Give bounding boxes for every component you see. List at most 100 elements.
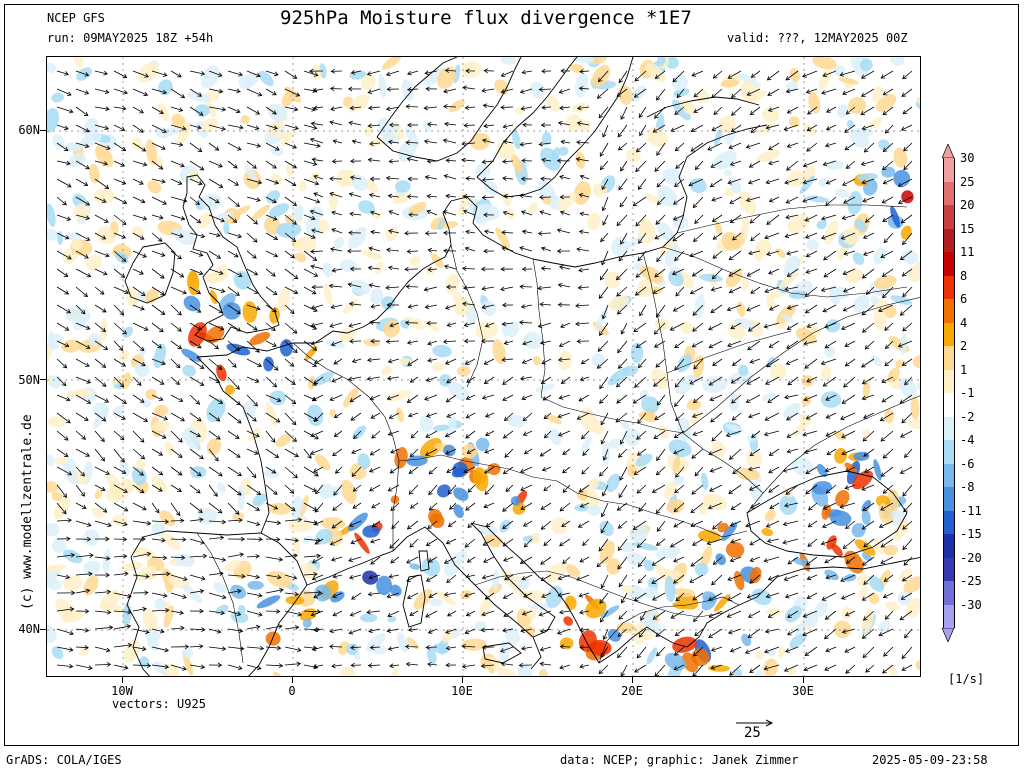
divergence-patch xyxy=(63,575,83,592)
wind-arrow-head xyxy=(409,611,415,616)
wind-arrow xyxy=(727,340,742,347)
wind-arrow xyxy=(56,664,73,667)
wind-arrow-head xyxy=(863,452,868,457)
wind-arrow xyxy=(841,394,856,404)
wind-arrow xyxy=(617,646,628,658)
wind-arrow-head xyxy=(463,468,468,474)
wind-arrow xyxy=(540,646,552,651)
divergence-patch xyxy=(883,305,897,319)
wind-arrow-head xyxy=(84,645,89,650)
wind-arrow xyxy=(94,448,105,462)
wind-arrow xyxy=(804,358,818,369)
wind-arrow xyxy=(189,394,200,405)
colorbar-swatch xyxy=(943,181,955,205)
divergence-patch xyxy=(152,661,168,675)
wind-arrow-head xyxy=(540,379,546,384)
wind-arrow xyxy=(94,178,109,189)
wind-arrow xyxy=(481,628,495,631)
wind-arrow-head xyxy=(522,340,527,346)
wind-arrow-head xyxy=(880,543,886,548)
wind-arrow-head xyxy=(157,344,162,349)
wind-arrow xyxy=(170,214,185,220)
wind-arrow-head xyxy=(902,545,907,551)
wind-arrow xyxy=(862,376,875,385)
wind-arrow xyxy=(246,574,260,578)
divergence-patch xyxy=(507,414,526,428)
wind-arrow-head xyxy=(84,608,90,614)
wind-arrow xyxy=(621,322,628,335)
wind-arrow-head xyxy=(652,596,657,601)
wind-arrow xyxy=(841,592,856,600)
wind-arrow-head xyxy=(620,598,626,604)
wind-arrow xyxy=(246,142,261,147)
wind-arrow-head xyxy=(425,644,430,650)
wind-arrow-head xyxy=(731,235,737,241)
wind-arrow-head xyxy=(386,247,391,253)
divergence-patch xyxy=(818,66,832,91)
divergence-patch xyxy=(472,206,491,225)
wind-arrow-head xyxy=(142,162,148,167)
wind-arrow-head xyxy=(353,434,358,440)
wind-arrow-head xyxy=(106,589,112,595)
wind-arrow xyxy=(246,448,259,455)
divergence-patch xyxy=(105,483,130,503)
wind-arrow xyxy=(465,430,476,439)
wind-arrow xyxy=(56,124,69,130)
wind-arrow xyxy=(113,394,127,404)
wind-arrow xyxy=(227,142,242,151)
divergence-patch xyxy=(741,216,750,240)
wind-arrow-head xyxy=(106,662,112,667)
wind-arrow-head xyxy=(559,210,565,216)
divergence-patch xyxy=(492,339,506,365)
wind-arrow-head xyxy=(67,255,72,260)
wind-arrow xyxy=(284,574,297,579)
wind-arrow-head xyxy=(652,615,658,620)
wind-arrow-head xyxy=(426,158,432,164)
divergence-patch xyxy=(358,200,375,214)
wind-arrow xyxy=(428,268,438,271)
wind-arrow xyxy=(368,159,381,162)
lon-label-0: 0 xyxy=(288,684,296,698)
wind-arrow xyxy=(132,160,147,166)
divergence-patch xyxy=(147,180,162,194)
wind-arrow-head xyxy=(883,652,888,657)
wind-arrow-head xyxy=(500,661,506,667)
wind-arrow-head xyxy=(900,126,906,131)
wind-arrow xyxy=(784,502,799,507)
divergence-patch xyxy=(680,321,694,335)
wind-arrow xyxy=(599,466,609,477)
wind-arrow xyxy=(882,286,894,299)
wind-arrow xyxy=(407,196,419,198)
wind-arrow-head xyxy=(805,89,811,94)
divergence-patch xyxy=(898,568,913,583)
wind-arrow-head xyxy=(840,235,846,240)
wind-arrow-head xyxy=(787,560,793,565)
wind-arrow xyxy=(709,340,723,348)
wind-arrow-head xyxy=(616,310,622,315)
wind-arrow-head xyxy=(745,197,751,203)
wind-arrow xyxy=(444,175,457,180)
wind-arrow-head xyxy=(446,322,452,327)
wind-arrow xyxy=(654,322,666,335)
wind-arrow-head xyxy=(821,596,827,601)
wind-arrow-head xyxy=(747,613,753,618)
wind-arrow xyxy=(151,286,165,296)
wind-arrow xyxy=(189,664,205,668)
wind-arrow xyxy=(408,412,419,417)
wind-arrow-head xyxy=(540,122,546,128)
wind-arrow xyxy=(170,268,184,278)
wind-arrow-head xyxy=(787,380,793,386)
wind-arrow xyxy=(521,646,533,650)
wind-arrow-head xyxy=(596,364,602,369)
vectors-label: vectors: U925 xyxy=(112,697,206,711)
wind-arrow-head xyxy=(178,142,184,147)
wind-arrow-head xyxy=(500,286,505,292)
wind-arrow xyxy=(311,340,324,345)
wind-arrow xyxy=(151,646,169,652)
wind-arrow xyxy=(786,250,799,255)
wind-arrow xyxy=(557,628,571,634)
wind-arrow-head xyxy=(541,467,547,472)
wind-arrow-head xyxy=(539,646,545,652)
wind-arrow-head xyxy=(732,469,737,475)
wind-arrow-head xyxy=(404,320,410,326)
